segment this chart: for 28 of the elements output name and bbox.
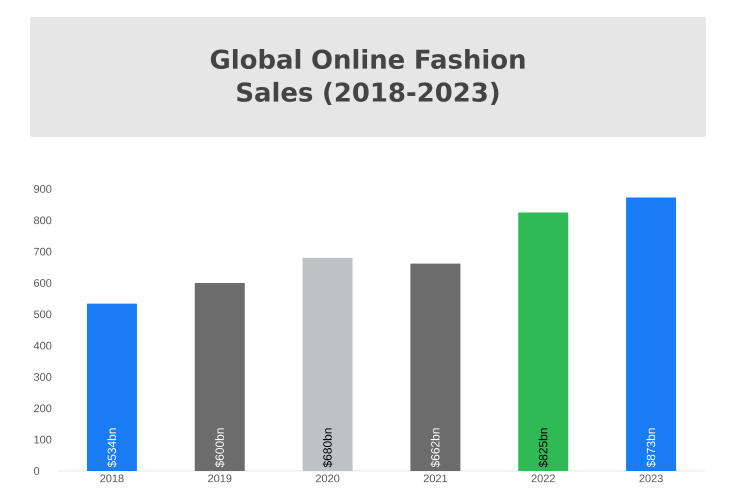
y-tick-label: 600 — [34, 279, 52, 287]
chart-title: Global Online Fashion Sales (2018-2023) — [210, 48, 524, 105]
y-tick-label: 200 — [34, 404, 52, 412]
data-label: $662bn — [430, 428, 440, 468]
x-tick-label: 2020 — [316, 474, 340, 482]
x-tick-label: 2023 — [639, 474, 663, 482]
y-tick-label: 300 — [34, 373, 52, 381]
y-tick-label: 900 — [34, 185, 52, 193]
y-tick-label: 700 — [34, 248, 52, 256]
bar — [518, 212, 568, 471]
y-tick-label: 800 — [34, 216, 52, 224]
data-label: $873bn — [646, 428, 656, 468]
y-tick-label: 500 — [34, 310, 52, 318]
data-label: $825bn — [538, 428, 548, 468]
x-tick-label: 2022 — [532, 474, 555, 482]
data-label: $600bn — [214, 428, 225, 468]
data-label: $680bn — [322, 428, 332, 468]
x-tick-label: 2018 — [100, 474, 124, 482]
bar — [86, 304, 137, 471]
bar — [626, 197, 676, 471]
bar — [194, 282, 245, 471]
y-tick-label: 0 — [34, 467, 40, 475]
x-tick-label: 2021 — [424, 474, 448, 482]
data-label: $534bn — [107, 428, 117, 468]
y-tick-label: 400 — [34, 342, 52, 350]
y-tick-label: 100 — [34, 436, 52, 444]
x-tick-label: 2019 — [208, 474, 232, 482]
bar — [410, 264, 460, 471]
